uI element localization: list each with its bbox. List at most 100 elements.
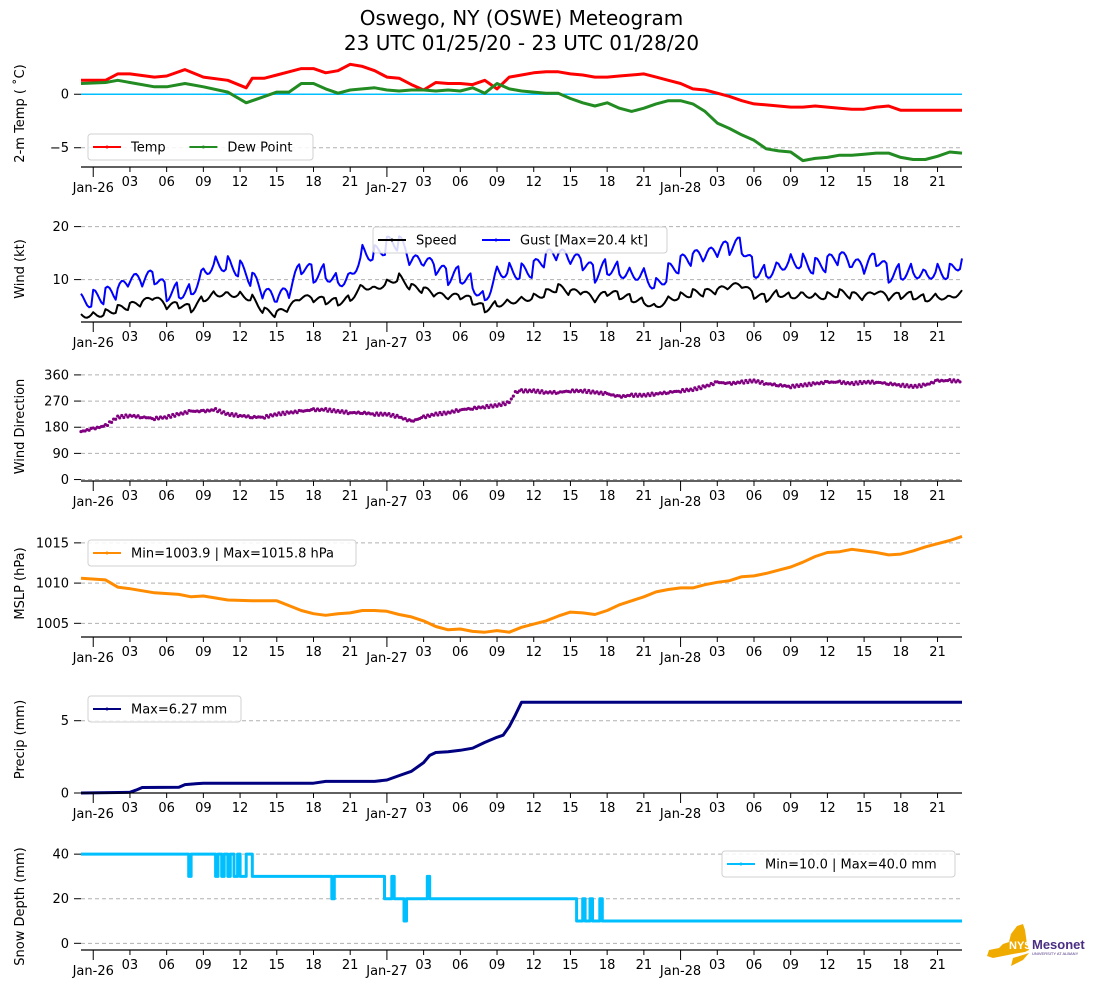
wind-x-minor-tick-label: 21 (929, 330, 946, 345)
wind-direction-point (760, 379, 764, 384)
temp-ytick-label: −5 (50, 141, 69, 156)
wind-direction-point (854, 380, 858, 384)
snow_depth-x-minor-tick-label: 03 (122, 958, 139, 973)
wind-direction-point (870, 379, 874, 383)
wind-direction-point (275, 413, 279, 417)
wind_direction-x-minor-tick-label: 06 (158, 489, 175, 504)
wind_direction-x-minor-tick-label: 12 (525, 489, 542, 504)
snow_depth-x-minor-tick-label: 12 (525, 958, 542, 973)
snow_depth-x-minor-tick-label: 09 (489, 958, 506, 973)
wind-direction-point (842, 380, 846, 384)
snow_depth-x-major-tick-label: Jan-28 (659, 964, 701, 979)
wind-direction-point (152, 417, 157, 422)
wind-direction-point (632, 394, 636, 399)
snow_depth-x-minor-tick-label: 15 (856, 958, 873, 973)
wind-direction-point (911, 385, 915, 389)
snow_depth-x-minor-tick-label: 03 (415, 958, 432, 973)
wind-direction-point (644, 394, 648, 398)
wind-direction-point (330, 410, 334, 414)
wind-direction-point (707, 384, 711, 388)
precip-x-minor-tick-label: 06 (746, 801, 763, 816)
snow_depth-x-minor-tick-label: 09 (782, 958, 799, 973)
wind_direction-x-major-tick-label: Jan-27 (365, 495, 407, 510)
wind-direction-point (950, 380, 954, 384)
wind-direction-point (540, 389, 544, 393)
wind-direction-point (850, 380, 854, 385)
wind_direction-x-minor-tick-label: 06 (746, 489, 763, 504)
snow_depth-x-minor-tick-label: 21 (342, 958, 359, 973)
temp-x-minor-tick-label: 12 (819, 175, 836, 190)
precip-x-minor-tick-label: 18 (893, 801, 910, 816)
mslp-legend-box (87, 539, 357, 567)
wind_direction-ytick-label: 270 (44, 395, 69, 410)
wind-x-minor-tick-label: 21 (342, 330, 359, 345)
wind-x-minor-tick-label: 12 (525, 330, 542, 345)
wind-direction-point (583, 388, 587, 392)
snow_depth-x-minor-tick-label: 09 (195, 958, 212, 973)
mslp-x-major-tick-label: Jan-28 (659, 651, 701, 666)
wind-direction-point (650, 391, 654, 395)
wind-direction-point (393, 415, 397, 419)
wind-direction-point (630, 392, 634, 396)
wind-direction-point (167, 413, 171, 418)
wind_direction-ytick-label: 0 (61, 473, 69, 488)
wind-direction-point (185, 411, 189, 415)
temp-x-minor-tick-label: 12 (525, 175, 542, 190)
wind-direction-point (487, 405, 491, 410)
wind-direction-point (599, 390, 603, 394)
wind_direction-ytick-label: 90 (52, 447, 69, 462)
wind-direction-point (803, 382, 807, 386)
wind-direction-point (375, 411, 379, 415)
wind-direction-point (899, 384, 903, 388)
wind-x-minor-tick-label: 21 (636, 330, 653, 345)
chart-title: Oswego, NY (OSWE) Meteogram 23 UTC 01/25… (0, 6, 1043, 56)
wind_direction-ytick-label: 360 (44, 368, 69, 383)
wind_direction-series-0 (79, 377, 962, 434)
wind-direction-point (856, 382, 860, 386)
wind-direction-point (931, 381, 936, 385)
wind-direction-point (342, 411, 346, 415)
wind-direction-point (729, 382, 734, 386)
mslp-x-minor-tick-label: 06 (452, 645, 469, 660)
wind-direction-point (750, 380, 754, 384)
wind-direction-point (703, 385, 707, 389)
wind-direction-point (436, 413, 440, 417)
mslp-x-minor-tick-label: 09 (489, 645, 506, 660)
wind_direction-x-minor-tick-label: 21 (342, 489, 359, 504)
wind-direction-point (340, 409, 344, 413)
mslp-x-minor-tick-label: 18 (599, 645, 616, 660)
wind-direction-point (387, 412, 391, 416)
snow_depth-x-minor-tick-label: 12 (232, 958, 249, 973)
snow_depth-ytick-label: 0 (61, 937, 69, 952)
wind-direction-point (114, 417, 118, 421)
precip-legend-marker (105, 707, 109, 711)
wind-direction-point (503, 403, 507, 407)
wind-direction-point (377, 413, 381, 417)
wind-direction-point (903, 385, 907, 389)
wind-direction-point (491, 405, 495, 409)
wind-direction-point (521, 390, 526, 394)
precip-x-minor-tick-label: 06 (158, 801, 175, 816)
wind-x-minor-tick-label: 03 (709, 330, 726, 345)
precip-x-minor-tick-label: 21 (342, 801, 359, 816)
wind-direction-point (277, 411, 281, 415)
wind-direction-point (448, 411, 452, 415)
wind-direction-point (511, 394, 515, 398)
wind-x-minor-tick-label: 03 (122, 330, 139, 345)
wind-direction-point (538, 391, 542, 395)
wind-x-minor-tick-label: 18 (599, 330, 616, 345)
wind-direction-point (740, 379, 744, 383)
logo-university-text: UNIVERSITY AT ALBANY (1032, 951, 1079, 956)
wind-direction-point (589, 391, 593, 395)
mslp-x-minor-tick-label: 09 (195, 645, 212, 660)
wind-direction-point (915, 385, 919, 389)
wind-direction-point (742, 381, 746, 385)
precip-legend-box (87, 695, 242, 723)
wind-direction-point (213, 407, 218, 411)
wind-direction-point (646, 392, 650, 396)
snow_depth-legend-box (721, 850, 956, 878)
snow_depth-x-minor-tick-label: 18 (305, 958, 322, 973)
wind-direction-point (536, 388, 540, 392)
snow_depth-ytick-label: 20 (52, 892, 69, 907)
